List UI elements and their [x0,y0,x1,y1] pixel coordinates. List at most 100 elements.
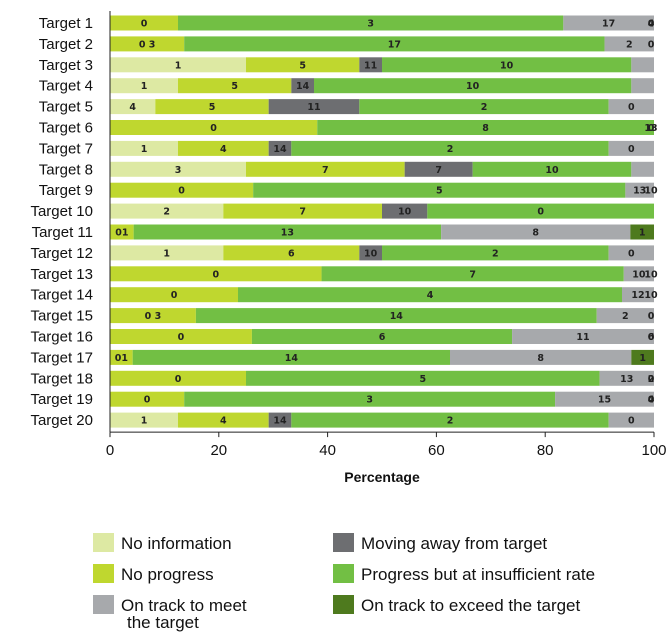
bar-segment [631,78,654,94]
bar-segment [110,57,246,73]
bar-segment [427,203,654,219]
bar-segment [631,349,654,365]
segment-value-label: 1 [141,81,148,92]
legend-swatch [333,595,354,614]
bar-segment [382,245,609,261]
bar-segment [631,161,654,177]
segment-value-label: 4 [648,19,655,30]
bar-segment [110,287,238,303]
bar-segment [178,412,269,428]
segment-value-label: 6 [379,332,386,343]
segment-value-label: 0 [648,374,655,385]
bar-segment [622,287,654,303]
segment-value-label: 2 [492,248,499,259]
bar-segment [382,57,632,73]
bar-segment [110,266,322,282]
segment-value-label: 4 [220,144,227,155]
bar-segment [184,36,605,52]
bar-segment [359,99,609,115]
category-label: Target 18 [30,370,93,387]
bar-segment [268,412,292,428]
segment-value-label: 17 [602,19,615,30]
bar-segment [608,99,654,115]
segment-value-label: 10 [644,269,658,280]
segment-value-label: 5 [231,81,238,92]
bar-segment [223,203,382,219]
segment-value-label: 1 [163,248,170,259]
legend-label: No information [121,534,232,553]
legend-label: On track to meet [121,596,247,615]
bar-segment [110,391,185,407]
segment-value-label: 01 [115,353,128,364]
segment-value-label: 0 [648,123,655,134]
bar-segment [246,370,600,386]
segment-value-label: 4 [648,395,655,406]
segment-value-label: 0 [144,395,151,406]
segment-value-label: 10 [644,290,658,301]
bar-segment [599,370,654,386]
segment-value-label: 2 [622,311,629,322]
segment-value-label: 0 [648,39,655,50]
legend-swatch [333,564,354,583]
category-label: Target 20 [30,412,93,429]
segment-value-label: 8 [482,123,489,134]
category-label: Target 17 [30,349,93,366]
legend-label: No progress [121,565,214,584]
bar-segment [555,391,654,407]
bars-layer [110,15,654,428]
segment-value-label: 13 [281,228,294,239]
segment-value-label: 14 [296,81,310,92]
segment-value-label: 17 [388,39,401,50]
bar-segment [110,224,134,240]
bar-segment [110,78,178,94]
bar-segment [317,120,654,135]
category-label: Target 13 [30,266,93,283]
bar-segment [110,329,252,344]
segment-value-label: 0 [178,332,185,343]
legend-swatch [93,533,114,552]
bar-segment [631,57,654,73]
category-labels-layer: Target 1 Target 2 Target 3 Target 4 Target 5… [30,15,93,429]
segment-value-label: 2 [447,416,454,427]
segment-value-label: 10 [364,248,378,259]
category-label: Target 1 [39,15,93,32]
segment-value-label: 10 [500,60,514,71]
segment-value-label: 2 [626,39,633,50]
bar-segment [382,203,428,219]
segment-value-label: 1 [141,144,148,155]
bar-segment [441,224,631,240]
segment-value-label: 7 [435,165,442,176]
bar-segment [184,391,556,407]
bar-segment [110,140,178,156]
category-label: Target 8 [39,161,93,178]
segment-value-label: 5 [436,186,443,197]
segment-value-label: 6 [648,332,655,343]
bar-segment [133,224,442,240]
bar-segment [608,412,654,428]
bar-segment [110,349,133,365]
bar-segment [110,308,196,324]
bar-segment [238,287,622,303]
category-label: Target 4 [39,78,93,95]
segment-value-label: 13 [633,186,646,197]
segment-value-label: 0 [537,207,544,218]
segment-value-label: 7 [299,207,306,218]
segment-value-label: 13 [644,123,657,134]
bar-segment [110,245,224,261]
segment-value-label: 5 [299,60,306,71]
legend: No information Moving away from target No … [93,533,595,632]
segment-value-label: 0 [171,290,178,301]
x-axis: 0 20 40 60 80 100 [106,11,667,459]
segment-value-label: 2 [481,102,488,113]
category-label: Target 10 [30,203,93,220]
segment-value-label: 10 [644,186,658,197]
bar-segment [450,349,632,365]
bar-segment [472,161,632,177]
bar-segment [291,140,609,156]
bar-segment [604,36,654,52]
bar-segment [110,120,318,135]
bar-segment [178,15,564,31]
segment-value-label: 13 [620,374,633,385]
legend-swatch [93,564,114,583]
